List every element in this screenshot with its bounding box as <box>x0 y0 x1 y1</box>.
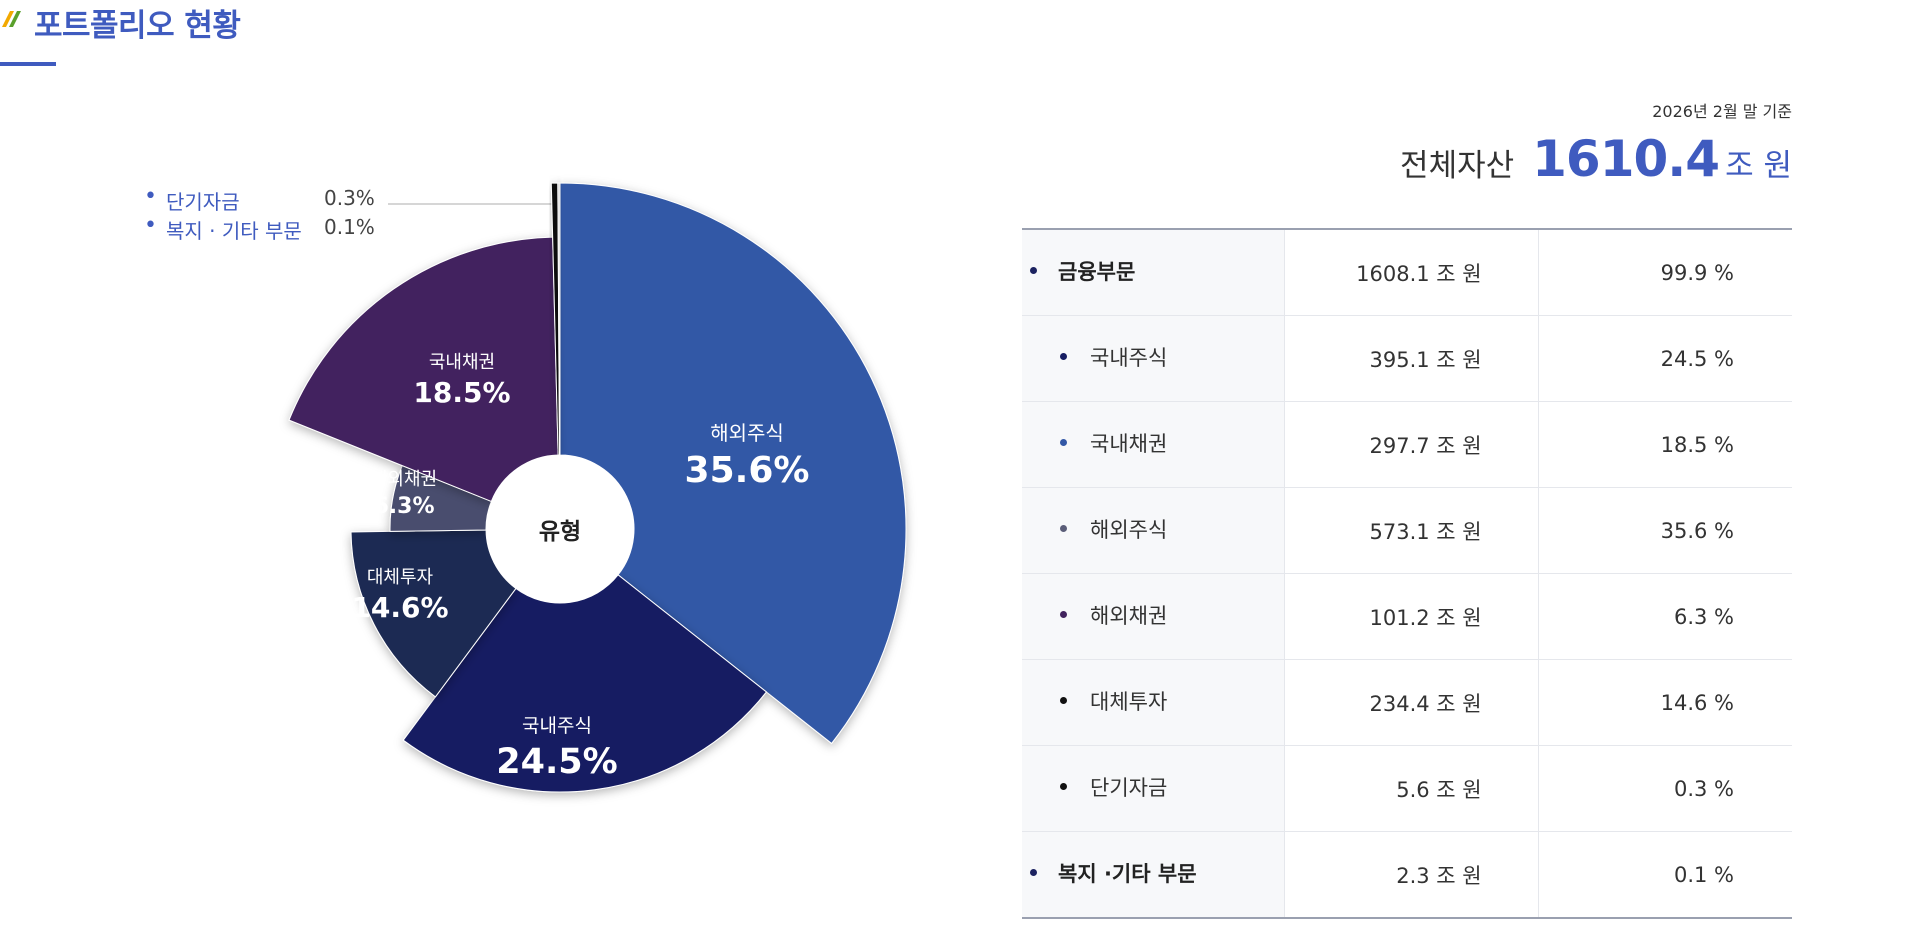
page-header: 포트폴리오 현황 <box>0 0 600 70</box>
row-percent: 6.3 % <box>1538 573 1792 660</box>
bullet-icon <box>1060 697 1067 704</box>
pie-slice <box>288 236 559 503</box>
page-title: 포트폴리오 현황 <box>34 8 241 44</box>
row-name-cell: 복지 ·기타 부문 <box>1022 831 1285 918</box>
row-amount: 395.1 조 원 <box>1284 315 1539 402</box>
row-name: 단기자금 <box>1090 776 1168 800</box>
total-value: 1610.4 <box>1532 130 1720 188</box>
row-amount: 234.4 조 원 <box>1284 659 1539 746</box>
row-percent: 99.9 % <box>1538 229 1792 316</box>
row-amount: 1608.1 조 원 <box>1284 229 1539 316</box>
row-percent: 0.1 % <box>1673 862 1734 887</box>
slice-value-label: 6.3% <box>373 494 434 519</box>
slice-value-label: 24.5% <box>496 742 617 782</box>
row-percent: 24.5 % <box>1538 315 1792 402</box>
table-row: 해외주식 573.1 조 원 35.6 % <box>1022 487 1792 574</box>
slice-value-label: 14.6% <box>351 591 448 624</box>
row-amount: 573.1 조 원 <box>1284 487 1539 574</box>
bullet-icon <box>1030 869 1037 876</box>
bullet-icon <box>1060 611 1067 618</box>
slice-name-label: 국내채권 <box>429 352 495 373</box>
base-date: 2026년 2월 말 기준 <box>1652 102 1792 121</box>
bullet-icon: • <box>144 213 157 238</box>
portfolio-pie-chart: 해외주식 35.6% 국내주식 24.5% 대체투자 14.6% 해외채권 6.3% 국내채권 1… <box>288 182 907 793</box>
table-row: 해외채권 101.2 조 원 6.3 % <box>1022 573 1792 660</box>
pie-center-circle <box>486 455 634 603</box>
row-name-cell: 대체투자 <box>1022 659 1285 746</box>
small-legend-name: 복지 · 기타 부문 <box>166 219 302 243</box>
total-unit: 조 원 <box>1725 148 1792 184</box>
row-name: 복지 ·기타 부문 <box>1058 862 1197 886</box>
small-legend-value: 0.1% <box>324 215 375 239</box>
row-percent: 0.3 % <box>1538 745 1792 832</box>
row-name: 해외주식 <box>1090 518 1168 542</box>
total-label: 전체자산 <box>1400 148 1515 184</box>
row-amount: 2.3 조 원 <box>1284 831 1539 918</box>
row-name: 금융부문 <box>1058 260 1136 284</box>
total-assets: 전체자산 1610.4 조 원 <box>1400 130 1792 188</box>
row-name: 국내주식 <box>1090 346 1168 370</box>
table-row: 대체투자 234.4 조 원 14.6 % <box>1022 659 1792 746</box>
bullet-icon <box>1060 439 1067 446</box>
row-amount: 297.7 조 원 <box>1284 401 1539 488</box>
summary-panel: 2026년 2월 말 기준 전체자산 1610.4 조 원 금융부문 1608.1 조… <box>1022 0 1792 938</box>
row-name: 대체투자 <box>1090 690 1168 714</box>
bullet-icon <box>1060 353 1067 360</box>
row-name-cell: 해외주식 <box>1022 487 1285 574</box>
slice-name-label: 해외채권 <box>371 469 437 490</box>
row-name-cell: 국내채권 <box>1022 401 1285 488</box>
slice-name-label: 해외주식 <box>710 421 784 445</box>
row-name-cell: 국내주식 <box>1022 315 1285 402</box>
table-row: 금융부문 1608.1 조 원 99.9 % <box>1022 229 1792 316</box>
slice-value-label: 35.6% <box>685 450 810 491</box>
bullet-icon: • <box>144 184 157 209</box>
logo-icon <box>2 11 21 27</box>
title-underline <box>0 62 56 66</box>
bullet-icon <box>1060 525 1067 532</box>
row-percent: 14.6 % <box>1538 659 1792 746</box>
row-name: 해외채권 <box>1090 604 1168 628</box>
small-legend-name: 단기자금 <box>166 190 240 214</box>
small-legend-value: 0.3% <box>324 186 375 210</box>
asset-table: 금융부문 1608.1 조 원 99.9 % 국내주식 395.1 조 원 24.5 % 국… <box>1022 228 1792 919</box>
row-name-cell: 단기자금 <box>1022 745 1285 832</box>
row-percent: 18.5 % <box>1538 401 1792 488</box>
row-name: 국내채권 <box>1090 432 1168 456</box>
slice-name-label: 대체투자 <box>367 567 434 588</box>
row-amount: 5.6 조 원 <box>1284 745 1539 832</box>
row-amount: 101.2 조 원 <box>1284 573 1539 660</box>
bullet-icon <box>1030 267 1037 274</box>
slice-name-label: 국내주식 <box>522 715 592 737</box>
table-row: 단기자금 5.6 조 원 0.3 % <box>1022 745 1792 832</box>
bullet-icon <box>1060 783 1067 790</box>
table-row: 복지 ·기타 부문 2.3 조 원 0.1 % <box>1022 831 1792 918</box>
row-percent: 35.6 % <box>1538 487 1792 574</box>
table-row: 국내주식 395.1 조 원 24.5 % <box>1022 315 1792 402</box>
row-name-cell: 해외채권 <box>1022 573 1285 660</box>
table-row: 국내채권 297.7 조 원 18.5 % <box>1022 401 1792 488</box>
row-name-cell: 금융부문 <box>1022 229 1285 316</box>
slice-value-label: 18.5% <box>413 376 510 409</box>
pie-center-label: 유형 <box>539 519 581 545</box>
